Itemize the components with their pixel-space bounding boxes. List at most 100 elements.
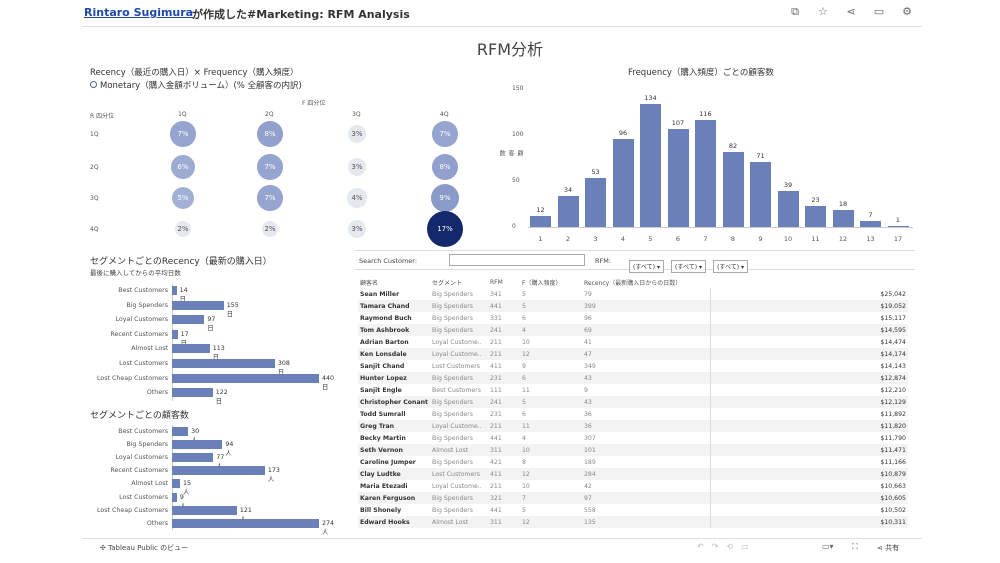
share-button[interactable]: ⋖ 共有 [877, 544, 900, 552]
rfm-cell[interactable]: 7% [170, 121, 196, 147]
table-row[interactable]: Tom Ashbrook Big Spenders 241 4 69 $14,595 [358, 324, 908, 336]
freq-bar[interactable] [585, 178, 606, 227]
table-row[interactable]: Edward Hooks Almost Lost 311 12 135 $10,311 [358, 516, 908, 528]
segment-bar[interactable] [172, 373, 319, 383]
settings-icon[interactable]: ⚙ [902, 5, 912, 18]
freq-bar[interactable] [750, 161, 771, 227]
table-row[interactable]: Karen Ferguson Big Spenders 321 7 97 $10,605 [358, 492, 908, 504]
freq-bar[interactable] [887, 226, 909, 227]
table-row[interactable]: Ken Lonsdale Loyal Custome.. 211 12 47 $14,17… [358, 348, 908, 360]
segment-bar[interactable] [172, 479, 181, 489]
rfm-cell[interactable]: 7% [432, 121, 458, 147]
tableau-public-link[interactable]: ✣ Tableau Public のビュー [100, 544, 189, 552]
col-header-q4: 4Q [440, 111, 449, 118]
freq-bar[interactable] [860, 220, 881, 227]
freq-bar[interactable] [805, 205, 826, 227]
segment-label: Almost Lost [131, 480, 168, 488]
customer-name: Sanjit Engle [360, 386, 402, 394]
rfm-cell[interactable]: 3% [347, 157, 367, 177]
customer-recency: 558 [582, 504, 711, 516]
table-row[interactable]: Hunter Lopez Big Spenders 231 6 43 $12,874 [358, 372, 908, 384]
rfm-cell[interactable]: 2% [174, 220, 192, 238]
rfm-cell[interactable]: 7% [257, 185, 283, 211]
table-row[interactable]: Sanjit Engle Best Customers 111 11 9 $12,210 [358, 384, 908, 396]
segment-bar[interactable] [172, 388, 213, 398]
freq-bar[interactable] [722, 151, 744, 227]
rfm-cell[interactable]: 7% [257, 154, 283, 180]
rfm-cell[interactable]: 3% [347, 124, 367, 144]
rfm-cell[interactable]: 4% [346, 187, 368, 209]
freq-bar[interactable] [557, 195, 579, 227]
customer-monetary: $11,166 [880, 458, 906, 466]
share-icon: ⋖ [877, 544, 883, 552]
customer-frequency: 4 [520, 324, 582, 336]
search-input[interactable] [449, 254, 585, 266]
rfm-cell[interactable]: 9% [430, 183, 460, 213]
table-row[interactable]: Clay Ludtke Lost Customers 411 12 284 $10,879 [358, 468, 908, 480]
fullscreen-icon[interactable]: ⛶ [852, 542, 858, 551]
rfm-m-dropdown[interactable]: (すべて) ▾ [713, 260, 749, 273]
comment-icon[interactable]: ▭▾ [822, 542, 834, 551]
rfm-cell[interactable]: 6% [170, 154, 196, 180]
table-row[interactable]: Greg Tran Loyal Custome.. 211 11 36 $11,820 [358, 420, 908, 432]
segment-bar[interactable] [172, 492, 177, 502]
table-row[interactable]: Adrian Barton Loyal Custome.. 211 10 41 $14,4… [358, 336, 908, 348]
rfm-cell[interactable]: 8% [256, 120, 284, 148]
comment-icon[interactable]: ▭ [873, 5, 885, 18]
table-row[interactable]: Maria Etezadi Loyal Custome.. 211 10 42 $10,6… [358, 480, 908, 492]
rfm-cell[interactable]: 3% [347, 219, 367, 239]
table-row[interactable]: Bill Shonely Big Spenders 441 5 558 $10,502 [358, 504, 908, 516]
r-quartile-header: R 四分位 [90, 113, 115, 120]
customer-monetary: $12,210 [880, 386, 906, 394]
freq-bar[interactable] [612, 138, 634, 227]
rfm-cell[interactable]: 17% [426, 210, 464, 248]
freq-bar[interactable] [530, 215, 551, 227]
segment-bar[interactable] [172, 453, 214, 463]
table-row[interactable]: Todd Sumrall Big Spenders 231 6 36 $11,892 [358, 408, 908, 420]
share-icon[interactable]: ⋖ [846, 5, 856, 18]
freq-x-tick: 6 [675, 235, 681, 243]
freq-bar[interactable] [667, 128, 689, 227]
col-name: 顧客名 [360, 279, 379, 287]
rfm-cell[interactable]: 5% [171, 186, 195, 210]
redo-icon[interactable]: ↷ [711, 542, 727, 551]
segment-bar[interactable] [172, 359, 275, 368]
author-link[interactable]: Rintaro Sugimura [84, 6, 194, 19]
customer-frequency: 10 [522, 338, 530, 346]
rfm-cell[interactable]: 2% [261, 220, 279, 238]
table-row[interactable]: Becky Martin Big Spenders 441 4 307 $11,790 [358, 432, 908, 444]
table-row[interactable]: Sean Miller Big Spenders 341 5 79 $25,042 [358, 288, 908, 300]
segment-bar[interactable] [172, 315, 205, 325]
table-row[interactable]: Christopher Conant Big Spenders 241 5 43 $12,… [358, 396, 908, 408]
customer-name: Tamara Chand [358, 300, 430, 312]
freq-bar[interactable] [777, 191, 799, 227]
rfm-r-dropdown[interactable]: (すべて) ▾ [629, 260, 664, 273]
star-icon[interactable]: ☆ [818, 5, 828, 18]
freq-bar[interactable] [832, 210, 854, 227]
customer-frequency: 12 [520, 348, 582, 360]
undo-icon[interactable]: ↶ [697, 542, 712, 551]
segment-bar[interactable] [172, 518, 319, 528]
segment-bar[interactable] [172, 286, 177, 295]
table-row[interactable]: Raymond Buch Big Spenders 331 6 96 $15,117 [358, 312, 908, 324]
table-row[interactable]: Seth Vernon Almost Lost 311 10 101 $11,471 [358, 444, 908, 456]
table-row[interactable]: Sanjit Chand Lost Customers 411 9 349 $14,143 [358, 360, 908, 372]
rfm-cell[interactable]: 8% [431, 153, 459, 181]
segment-bar-value: 155日 [226, 301, 239, 318]
freq-bar[interactable] [695, 120, 716, 227]
segment-bar[interactable] [172, 427, 189, 436]
revert-icon[interactable]: ⟲ [726, 542, 742, 551]
y-tick: 100 [512, 131, 524, 138]
copy-icon[interactable]: ⧉ [791, 5, 799, 18]
segment-bar[interactable] [172, 344, 210, 354]
pause-icon[interactable]: ▭ [741, 542, 757, 551]
segment-bar[interactable] [172, 300, 224, 310]
freq-bar[interactable] [640, 103, 661, 227]
rfm-f-dropdown[interactable]: (すべて) ▾ [671, 260, 706, 273]
table-row[interactable]: Tamara Chand Big Spenders 441 5 399 $19,052 [358, 300, 908, 312]
segment-bar[interactable] [172, 329, 178, 339]
segment-bar[interactable] [172, 440, 223, 450]
table-row[interactable]: Caroline Jumper Big Spenders 421 8 189 $11,16… [358, 456, 908, 468]
segment-bar[interactable] [172, 466, 265, 476]
segment-bar[interactable] [172, 505, 237, 515]
